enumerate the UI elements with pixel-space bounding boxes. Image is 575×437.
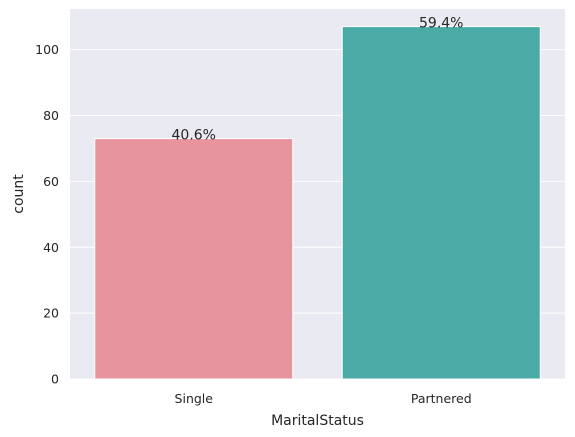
y-tick-label: 80: [43, 108, 59, 123]
bar-partnered: [341, 26, 541, 380]
data-label: 40.6%: [172, 128, 216, 144]
y-tick-label: 60: [43, 174, 59, 189]
y-axis-label: count: [11, 174, 27, 214]
x-tick-label: Single: [175, 391, 214, 406]
y-tick-label: 20: [43, 306, 59, 321]
bars: [94, 26, 541, 380]
x-axis-ticks: Single Partnered: [175, 391, 472, 406]
y-tick-label: 100: [35, 42, 59, 57]
x-tick-label: Partnered: [411, 391, 472, 406]
data-labels: 40.6% 59.4%: [172, 16, 464, 144]
x-axis-label: MaritalStatus: [271, 413, 364, 429]
bar-single: [94, 138, 294, 380]
y-tick-label: 0: [51, 372, 59, 387]
data-label: 59.4%: [419, 16, 463, 32]
y-tick-label: 40: [43, 240, 59, 255]
y-axis-ticks: 0 20 40 60 80 100: [35, 42, 59, 386]
